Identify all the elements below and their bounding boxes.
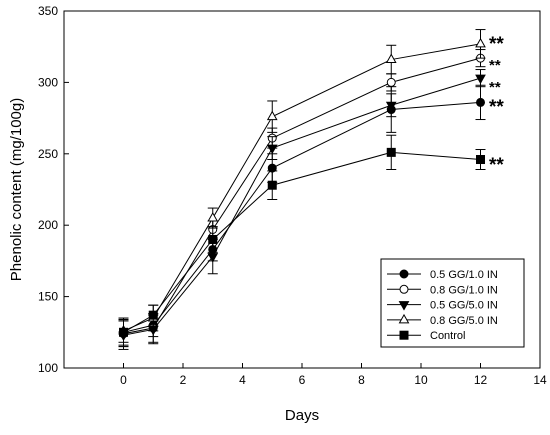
data-point-triangle-up bbox=[207, 212, 219, 222]
significance-mark: ** bbox=[489, 57, 501, 74]
data-point-circle bbox=[399, 269, 409, 279]
data-point-triangle-up bbox=[266, 110, 278, 121]
legend-item: 0.8 GG/5.0 IN bbox=[387, 313, 498, 327]
data-point-circle bbox=[386, 77, 396, 87]
data-point-triangle-down bbox=[475, 74, 486, 85]
data-point-triangle-up bbox=[385, 53, 397, 64]
y-tick-label: 300 bbox=[38, 75, 58, 89]
x-tick-label: 14 bbox=[533, 373, 547, 387]
x-tick-label: 8 bbox=[358, 373, 365, 387]
data-point-square bbox=[148, 310, 158, 320]
series-layer bbox=[118, 29, 486, 350]
data-point-triangle-down bbox=[385, 101, 397, 112]
data-point-square bbox=[208, 234, 218, 244]
series-line bbox=[123, 57, 481, 335]
legend: 0.5 GG/1.0 IN 0.8 GG/1.0 IN 0.5 GG/5.0 IN 0… bbox=[380, 258, 525, 348]
x-axis-ticks: 0 2 4 6 8 10 12 14 bbox=[120, 363, 547, 387]
data-point-square bbox=[119, 327, 128, 337]
y-tick-label: 250 bbox=[38, 147, 58, 161]
series-control bbox=[118, 134, 486, 346]
x-tick-label: 10 bbox=[414, 373, 428, 387]
y-tick-label: 350 bbox=[38, 4, 58, 18]
legend-label: 0.5 GG/1.0 IN bbox=[430, 269, 498, 281]
y-tick-label: 200 bbox=[38, 218, 58, 232]
data-point-circle bbox=[476, 97, 485, 107]
legend-label: 0.8 GG/5.0 IN bbox=[430, 315, 498, 327]
data-point-triangle-up bbox=[398, 313, 410, 324]
y-axis-ticks: 100 150 200 250 300 350 bbox=[38, 4, 69, 375]
legend-label: Control bbox=[430, 330, 465, 342]
x-tick-label: 6 bbox=[299, 373, 306, 387]
legend-item: Control bbox=[387, 330, 465, 342]
data-point-square bbox=[386, 147, 396, 157]
legend-label: 0.5 GG/5.0 IN bbox=[430, 300, 498, 312]
y-axis-title: Phenolic content (mg/100g) bbox=[8, 98, 25, 281]
y-tick-label: 150 bbox=[38, 290, 58, 304]
legend-item: 0.8 GG/1.0 IN bbox=[387, 284, 498, 296]
significance-mark: ** bbox=[489, 97, 504, 118]
x-tick-label: 12 bbox=[474, 373, 488, 387]
series-line bbox=[123, 151, 481, 333]
data-point-circle bbox=[399, 284, 409, 294]
x-axis-title: Days bbox=[285, 407, 319, 424]
x-tick-label: 4 bbox=[239, 373, 246, 387]
y-tick-label: 100 bbox=[38, 361, 58, 375]
significance-mark: ** bbox=[489, 79, 501, 96]
data-point-square bbox=[399, 330, 409, 340]
data-point-square bbox=[267, 180, 277, 190]
data-point-triangle-up bbox=[475, 37, 486, 48]
series-line bbox=[123, 43, 481, 332]
legend-label: 0.8 GG/1.0 IN bbox=[430, 284, 498, 296]
data-point-triangle-down bbox=[207, 253, 219, 263]
x-tick-label: 0 bbox=[120, 373, 127, 387]
significance-marks: ********** bbox=[489, 34, 504, 176]
significance-mark: ** bbox=[489, 34, 504, 55]
significance-mark: ** bbox=[489, 155, 504, 176]
data-point-triangle-down bbox=[398, 301, 410, 311]
x-tick-label: 2 bbox=[180, 373, 187, 387]
legend-item: 0.5 GG/1.0 IN bbox=[387, 269, 498, 281]
data-point-triangle-down bbox=[266, 144, 278, 155]
data-point-square bbox=[476, 155, 485, 165]
legend-item: 0.5 GG/5.0 IN bbox=[387, 300, 498, 312]
